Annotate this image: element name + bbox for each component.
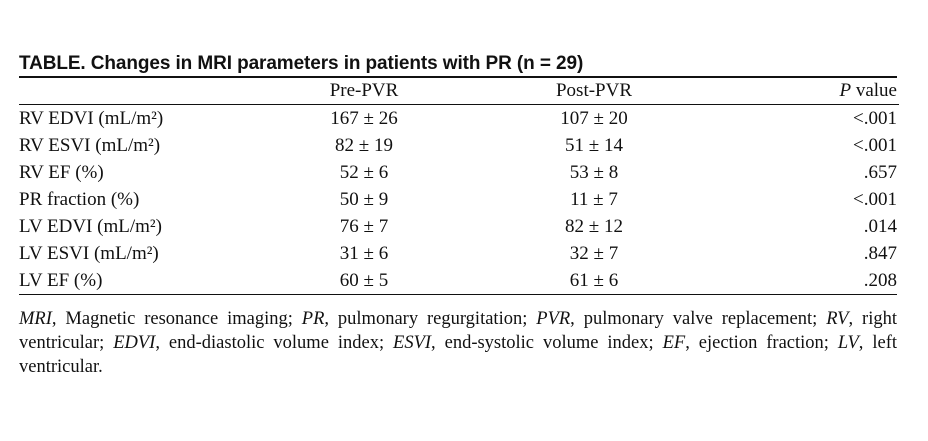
footnote-abbr: ESVI xyxy=(393,333,432,353)
row-p-value: .208 xyxy=(863,270,897,291)
header-post-pvr: Post-PVR xyxy=(555,80,633,101)
header-p-italic: P xyxy=(839,80,852,101)
header-p-rest: value xyxy=(851,80,897,101)
table-row: RV ESVI (mL/m²) 82 ± 19 51 ± 14 <.001 xyxy=(19,132,899,159)
header-parameter xyxy=(19,78,259,105)
footnote-def: , pulmonary valve replacement; xyxy=(570,309,827,329)
footnote-abbr: MRI xyxy=(19,309,52,329)
row-post-value: 61 ± 6 xyxy=(569,270,619,291)
table-row: RV EF (%) 52 ± 6 53 ± 8 .657 xyxy=(19,159,899,186)
footnote-abbr: EDVI xyxy=(113,333,156,353)
row-p-value: .014 xyxy=(863,216,897,237)
footnote-def: , right ventricular; xyxy=(19,309,897,353)
row-parameter: RV ESVI (mL/m²) xyxy=(19,135,161,156)
footnote-def: , pulmonary regurgitation; xyxy=(324,309,537,329)
row-p-value: <.001 xyxy=(853,108,897,129)
row-post-value: 51 ± 14 xyxy=(565,135,623,156)
mri-parameters-table: Pre-PVR Post-PVR P value RV EDVI (mL/m²)… xyxy=(19,78,899,294)
footnote-abbr: RV xyxy=(826,309,849,329)
table-bottom-rule xyxy=(19,294,897,295)
row-pre-value: 82 ± 19 xyxy=(335,135,393,156)
table-row: LV ESVI (mL/m²) 31 ± 6 32 ± 7 .847 xyxy=(19,240,899,267)
table-row: PR fraction (%) 50 ± 9 11 ± 7 <.001 xyxy=(19,186,899,213)
row-pre-value: 31 ± 6 xyxy=(339,243,389,264)
header-p-value: P value xyxy=(719,78,899,105)
row-p-value: <.001 xyxy=(853,189,897,210)
row-pre-value: 50 ± 9 xyxy=(339,189,389,210)
row-pre-value: 52 ± 6 xyxy=(339,162,389,183)
row-pre-value: 76 ± 7 xyxy=(339,216,389,237)
table-row: LV EDVI (mL/m²) 76 ± 7 82 ± 12 .014 xyxy=(19,213,899,240)
row-p-value: .657 xyxy=(863,162,897,183)
table-caption: TABLE. Changes in MRI parameters in pati… xyxy=(19,53,584,74)
row-pre-value: 60 ± 5 xyxy=(339,270,389,291)
header-pre-pvr: Pre-PVR xyxy=(329,80,399,101)
footnote-abbr: PVR xyxy=(536,309,571,329)
table-footnote: MRI, Magnetic resonance imaging; PR, pul… xyxy=(19,307,897,379)
footnote-abbr: PR xyxy=(301,309,325,329)
row-parameter: RV EDVI (mL/m²) xyxy=(19,108,164,129)
table-row: LV EF (%) 60 ± 5 61 ± 6 .208 xyxy=(19,267,899,294)
footnote-def: , end-diastolic volume index; xyxy=(155,333,394,353)
row-parameter: LV ESVI (mL/m²) xyxy=(19,243,159,264)
row-parameter: LV EDVI (mL/m²) xyxy=(19,216,162,237)
header-row: Pre-PVR Post-PVR P value xyxy=(19,78,899,105)
row-p-value: .847 xyxy=(863,243,897,264)
row-p-value: <.001 xyxy=(853,135,897,156)
footnote-def: , left ventricular. xyxy=(19,333,898,377)
data-table-container: TABLE. Changes in MRI parameters in pati… xyxy=(19,52,899,295)
row-parameter: LV EF (%) xyxy=(19,270,103,291)
row-post-value: 11 ± 7 xyxy=(570,189,618,210)
row-post-value: 107 ± 20 xyxy=(560,108,628,129)
row-post-value: 53 ± 8 xyxy=(569,162,619,183)
row-parameter: RV EF (%) xyxy=(19,162,104,183)
footnote-abbr: EF xyxy=(662,333,686,353)
row-post-value: 32 ± 7 xyxy=(569,243,619,264)
caption-rule xyxy=(19,76,897,78)
row-pre-value: 167 ± 26 xyxy=(330,108,398,129)
footnote-def: , end-systolic volume index; xyxy=(431,333,663,353)
footnote-abbr: LV xyxy=(837,333,859,353)
footnote-def: , Magnetic resonance imaging; xyxy=(51,309,302,329)
row-post-value: 82 ± 12 xyxy=(565,216,623,237)
table-row: RV EDVI (mL/m²) 167 ± 26 107 ± 20 <.001 xyxy=(19,105,899,133)
row-parameter: PR fraction (%) xyxy=(19,189,140,210)
footnote-def: , ejection fraction; xyxy=(685,333,838,353)
